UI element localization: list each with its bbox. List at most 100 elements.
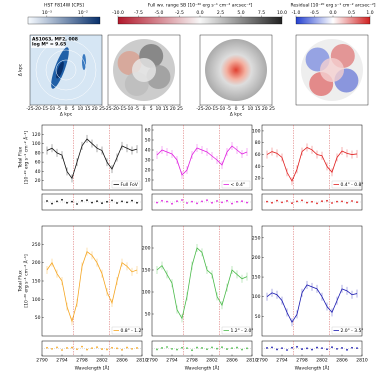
map-tick-label: 15 [255, 106, 261, 112]
map-tick-label: 10 [156, 106, 162, 112]
map-tick-label: 5 [72, 106, 75, 112]
legend-box [331, 180, 361, 189]
y-tick-label: 60 [255, 152, 261, 158]
map-tick-label: 5 [242, 106, 245, 112]
residual-point [221, 346, 223, 349]
colorbar-tick-label: -5.0 [155, 10, 164, 16]
residual-point [136, 347, 138, 349]
residual-point [291, 202, 293, 205]
y-axis-label: [10⁻²⁰ erg s⁻¹ cm⁻² Å⁻¹] [23, 254, 30, 307]
residual-point [191, 349, 193, 352]
map-tick-label: 20 [92, 106, 98, 112]
legend-box [221, 326, 251, 335]
x-tick-label: 2806 [226, 358, 238, 364]
residual-point [326, 199, 328, 202]
residual-point [191, 200, 193, 203]
residual-point [51, 202, 53, 205]
y-tick-label: 100 [252, 294, 261, 300]
map-tick-label: -15 [211, 106, 218, 112]
map-tick-label: 15 [85, 106, 91, 112]
x-axis-label: Wavelength [Å] [295, 365, 330, 372]
residual-point [216, 347, 218, 350]
y-tick-label: 150 [252, 275, 261, 281]
x-tick-label: 2802 [96, 358, 108, 364]
residual-point [61, 198, 63, 201]
residual-point [196, 346, 198, 349]
legend-label: 1.2" - 2.0" [231, 328, 254, 334]
residual-point [206, 348, 208, 351]
residual-point [166, 200, 168, 203]
y-axis-label: Total Flux [18, 270, 24, 293]
residual-point [106, 200, 108, 203]
residual-point [66, 347, 68, 349]
residual-point [286, 200, 288, 202]
colorbar-tick-label: 0.0 [196, 10, 203, 16]
residual-point [81, 199, 83, 202]
y-tick-label: 20 [255, 176, 261, 182]
y-tick-label: 30 [145, 158, 151, 164]
residual-point [161, 199, 163, 202]
residual-point [306, 201, 308, 204]
map-tick-label: -5 [227, 106, 232, 112]
residual-point [126, 201, 128, 204]
y-tick-label: 50 [145, 312, 151, 318]
map-tick-label: 10 [248, 106, 254, 112]
residual-point [211, 201, 213, 204]
y-tick-label: 100 [252, 128, 261, 134]
map-tick-label: 20 [170, 106, 176, 112]
residual-point [161, 347, 163, 349]
residual-point [171, 347, 173, 350]
residual-point [131, 199, 133, 202]
y-tick-label: 10 [145, 178, 151, 184]
residual-point [136, 201, 138, 204]
x-axis-label: Wavelength [Å] [75, 365, 110, 372]
residual-point [216, 200, 218, 202]
y-tick-label: 20 [35, 178, 41, 184]
y-tick-label: 40 [35, 169, 41, 175]
residual-point [126, 346, 128, 349]
residual-point [226, 348, 228, 350]
residual-point [91, 347, 93, 350]
map-blob [132, 58, 156, 82]
spectrum-line [46, 251, 138, 323]
plot-frame [261, 124, 363, 191]
residual-point [236, 200, 238, 203]
residual-point [116, 202, 118, 204]
y-tick-label: 100 [32, 297, 41, 303]
residual-point [91, 201, 93, 204]
residual-point [186, 347, 188, 350]
residual-point [241, 200, 243, 203]
y-tick-label: 50 [255, 314, 261, 320]
map-x-label: Δ kpc [60, 112, 73, 118]
x-tick-label: 2798 [76, 358, 88, 364]
x-tick-label: 2806 [336, 358, 348, 364]
residual-point [71, 200, 73, 203]
map-tick-label: 0 [235, 106, 238, 112]
colorbar-title: Residual [10⁻²⁰ erg s⁻¹ cm⁻² arcsec⁻²] [290, 3, 375, 9]
annotation: log M* = 9.65 [32, 42, 66, 48]
y-tick-label: 60 [35, 160, 41, 166]
colorbar-tick-label: 2.5 [217, 10, 224, 16]
residual-point [271, 346, 273, 349]
residual-point [336, 200, 338, 203]
legend-box [331, 326, 361, 335]
map-tick-label: -5 [57, 106, 62, 112]
residual-point [76, 203, 78, 205]
y-tick-label: 200 [252, 255, 261, 261]
plot-frame [41, 124, 143, 191]
residual-point [131, 347, 133, 350]
map-tick-label: -10 [126, 106, 133, 112]
x-tick-label: 2790 [36, 358, 48, 364]
residual-point [231, 202, 233, 205]
residual-point [81, 345, 83, 348]
residual-point [76, 348, 78, 351]
residual-point [196, 202, 198, 205]
colorbar-tick-label: -2.5 [175, 10, 184, 16]
residual-point [346, 201, 348, 204]
residual-point [331, 202, 333, 204]
y-axis-label: Total Flux [18, 147, 24, 170]
x-tick-label: 2794 [166, 358, 178, 364]
colorbar-tick-label: 0.0 [329, 10, 336, 16]
map-tick-label: 25 [99, 106, 105, 112]
